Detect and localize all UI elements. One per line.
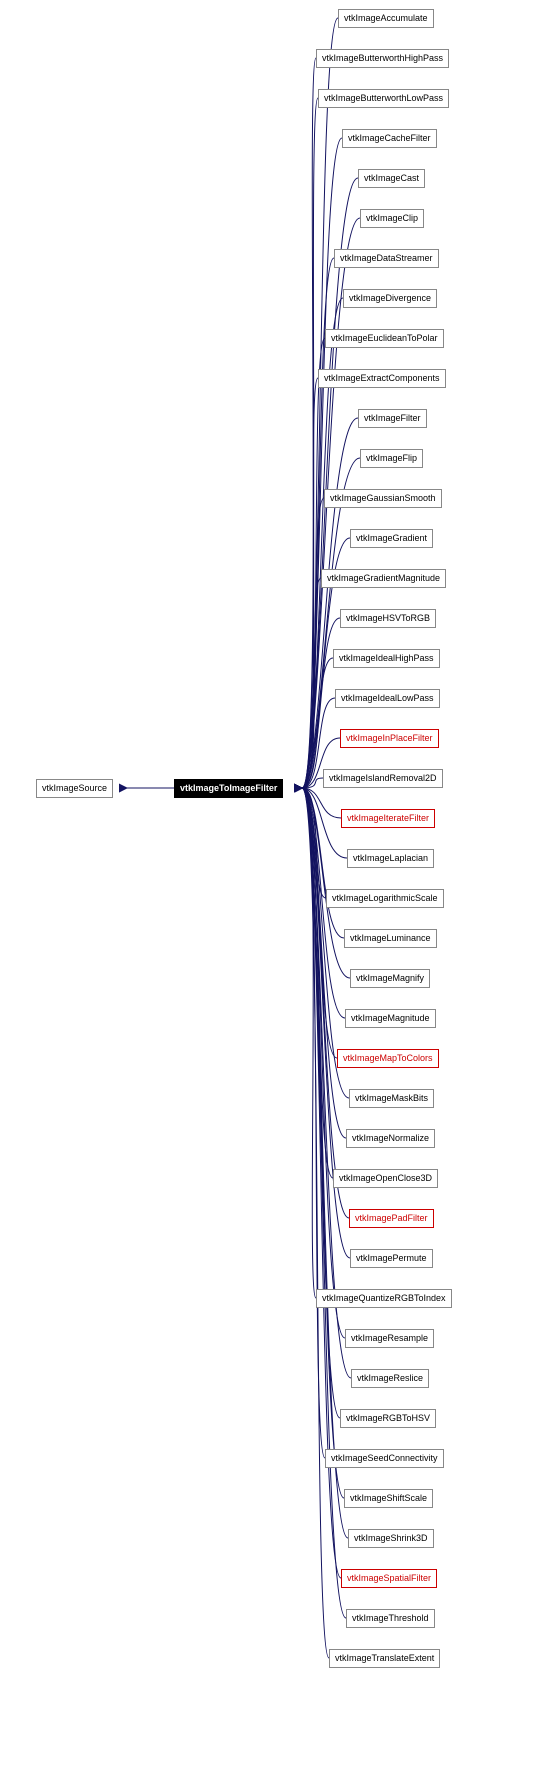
node-child-0[interactable]: vtkImageAccumulate xyxy=(338,9,434,28)
node-child-39[interactable]: vtkImageSpatialFilter xyxy=(341,1569,437,1588)
node-child-18[interactable]: vtkImageInPlaceFilter xyxy=(340,729,439,748)
node-child-17[interactable]: vtkImageIdealLowPass xyxy=(335,689,440,708)
node-child-40[interactable]: vtkImageThreshold xyxy=(346,1609,435,1628)
node-child-41[interactable]: vtkImageTranslateExtent xyxy=(329,1649,440,1668)
node-child-24[interactable]: vtkImageMagnify xyxy=(350,969,430,988)
inheritance-edges xyxy=(0,0,546,1770)
node-child-15[interactable]: vtkImageHSVToRGB xyxy=(340,609,436,628)
node-child-2[interactable]: vtkImageButterworthLowPass xyxy=(318,89,449,108)
node-child-10[interactable]: vtkImageFilter xyxy=(358,409,427,428)
node-child-28[interactable]: vtkImageNormalize xyxy=(346,1129,435,1148)
node-child-20[interactable]: vtkImageIterateFilter xyxy=(341,809,435,828)
node-child-21[interactable]: vtkImageLaplacian xyxy=(347,849,434,868)
node-child-38[interactable]: vtkImageShrink3D xyxy=(348,1529,434,1548)
node-child-13[interactable]: vtkImageGradient xyxy=(350,529,433,548)
node-child-1[interactable]: vtkImageButterworthHighPass xyxy=(316,49,449,68)
node-child-4[interactable]: vtkImageCast xyxy=(358,169,425,188)
node-child-11[interactable]: vtkImageFlip xyxy=(360,449,423,468)
node-child-29[interactable]: vtkImageOpenClose3D xyxy=(333,1169,438,1188)
node-parent[interactable]: vtkImageSource xyxy=(36,779,113,798)
node-child-19[interactable]: vtkImageIslandRemoval2D xyxy=(323,769,443,788)
node-child-36[interactable]: vtkImageSeedConnectivity xyxy=(325,1449,444,1468)
node-child-12[interactable]: vtkImageGaussianSmooth xyxy=(324,489,442,508)
node-child-8[interactable]: vtkImageEuclideanToPolar xyxy=(325,329,444,348)
node-center[interactable]: vtkImageToImageFilter xyxy=(174,779,283,798)
node-child-33[interactable]: vtkImageResample xyxy=(345,1329,434,1348)
node-child-22[interactable]: vtkImageLogarithmicScale xyxy=(326,889,444,908)
node-child-16[interactable]: vtkImageIdealHighPass xyxy=(333,649,440,668)
node-child-7[interactable]: vtkImageDivergence xyxy=(343,289,437,308)
node-child-35[interactable]: vtkImageRGBToHSV xyxy=(340,1409,436,1428)
node-child-30[interactable]: vtkImagePadFilter xyxy=(349,1209,434,1228)
node-child-31[interactable]: vtkImagePermute xyxy=(350,1249,433,1268)
node-child-3[interactable]: vtkImageCacheFilter xyxy=(342,129,437,148)
node-child-37[interactable]: vtkImageShiftScale xyxy=(344,1489,433,1508)
node-child-26[interactable]: vtkImageMapToColors xyxy=(337,1049,439,1068)
node-child-27[interactable]: vtkImageMaskBits xyxy=(349,1089,434,1108)
node-child-5[interactable]: vtkImageClip xyxy=(360,209,424,228)
node-child-34[interactable]: vtkImageReslice xyxy=(351,1369,429,1388)
node-child-32[interactable]: vtkImageQuantizeRGBToIndex xyxy=(316,1289,452,1308)
node-child-23[interactable]: vtkImageLuminance xyxy=(344,929,437,948)
node-child-14[interactable]: vtkImageGradientMagnitude xyxy=(321,569,446,588)
node-child-9[interactable]: vtkImageExtractComponents xyxy=(318,369,446,388)
node-child-6[interactable]: vtkImageDataStreamer xyxy=(334,249,439,268)
node-child-25[interactable]: vtkImageMagnitude xyxy=(345,1009,436,1028)
